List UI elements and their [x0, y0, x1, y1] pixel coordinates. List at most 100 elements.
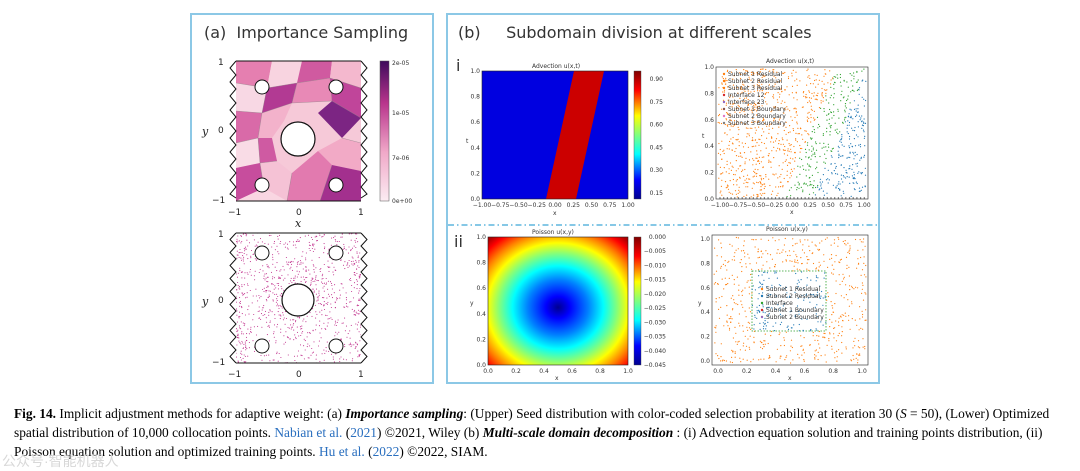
adv-cbar-ytick: 0.45: [650, 144, 664, 151]
collocation-point: [292, 319, 294, 321]
boundary-point: [863, 197, 865, 199]
collocation-point: [356, 251, 358, 253]
collocation-point: [276, 323, 279, 325]
training-point: [787, 181, 789, 183]
training-point: [824, 272, 826, 274]
training-point: [813, 92, 815, 94]
training-point: [764, 312, 766, 314]
training-point: [864, 174, 867, 176]
training-point: [822, 100, 824, 102]
training-point: [855, 163, 857, 165]
training-point: [848, 305, 850, 307]
poi-sol-xtick: 0.2: [511, 368, 521, 375]
collocation-point: [343, 243, 345, 245]
collocation-point: [295, 338, 297, 340]
training-point: [809, 184, 811, 186]
collocation-point: [258, 306, 260, 308]
training-point: [826, 299, 828, 301]
training-point: [729, 129, 731, 131]
training-point: [743, 109, 745, 111]
collocation-point: [262, 307, 264, 309]
training-point: [801, 345, 803, 347]
collocation-point: [241, 353, 243, 355]
training-point: [792, 69, 794, 71]
training-point: [721, 179, 723, 181]
training-point: [770, 136, 773, 138]
training-point: [816, 74, 818, 76]
training-point: [856, 182, 858, 185]
training-point: [809, 77, 811, 79]
training-point: [834, 82, 836, 84]
training-point: [861, 269, 864, 271]
training-point: [782, 249, 784, 251]
ref-hu-year[interactable]: 2022: [372, 444, 400, 460]
legend-marker: [760, 294, 764, 298]
collocation-point: [246, 254, 248, 256]
collocation-point: [289, 338, 291, 340]
training-point: [863, 156, 865, 158]
training-point: [744, 335, 746, 337]
collocation-point: [247, 245, 249, 247]
training-point: [859, 119, 861, 121]
training-point: [751, 304, 753, 306]
collocation-point: [306, 336, 308, 338]
ref-nabian[interactable]: Nabian et al.: [274, 425, 343, 441]
adv-pts-ytick: 0.2: [704, 170, 714, 177]
collocation-point: [284, 277, 286, 279]
collocation-point: [347, 262, 349, 264]
training-point: [798, 187, 800, 189]
training-point: [820, 183, 822, 185]
collocation-point: [248, 242, 251, 244]
training-point: [761, 256, 763, 258]
collocation-point: [345, 292, 347, 294]
collocation-point: [275, 342, 277, 344]
collocation-point: [323, 282, 326, 284]
collocation-point: [353, 245, 355, 247]
poi-cbar-ytick: −0.020: [644, 291, 666, 298]
training-point: [764, 343, 766, 345]
collocation-point: [360, 324, 361, 326]
training-point: [860, 189, 862, 191]
watermark: 公众号·智能机器人: [2, 453, 119, 469]
training-point: [783, 244, 785, 246]
ref-hu[interactable]: Hu et al.: [319, 444, 365, 460]
training-point: [811, 241, 813, 243]
training-point: [780, 186, 782, 188]
training-point: [764, 123, 766, 125]
training-point: [861, 127, 863, 129]
collocation-point: [265, 317, 267, 319]
collocation-point: [236, 356, 237, 358]
training-point: [815, 355, 817, 357]
training-point: [790, 116, 792, 118]
training-point: [862, 338, 864, 340]
collocation-point: [297, 273, 299, 275]
training-point: [762, 166, 764, 169]
training-point: [862, 241, 864, 243]
collocation-point: [250, 249, 253, 252]
collocation-point: [303, 338, 305, 340]
training-point: [754, 102, 756, 105]
collocation-point: [308, 247, 310, 250]
training-point: [814, 357, 816, 359]
training-point: [814, 156, 816, 158]
training-point: [838, 157, 840, 159]
collocation-point: [316, 279, 318, 281]
collocation-point: [356, 328, 358, 330]
collocation-point: [306, 276, 308, 279]
training-point: [720, 360, 722, 362]
training-point: [754, 121, 756, 123]
collocation-point: [283, 269, 285, 271]
ref-nabian-year[interactable]: 2021: [350, 425, 377, 441]
collocation-point: [313, 265, 315, 267]
collocation-point: [238, 287, 240, 289]
collocation-point: [339, 358, 341, 360]
training-point: [830, 244, 832, 246]
training-point: [750, 196, 752, 198]
training-point: [835, 187, 837, 189]
training-point: [742, 325, 744, 327]
collocation-point: [239, 252, 241, 254]
training-point: [786, 154, 789, 156]
training-point: [818, 335, 820, 337]
training-point: [763, 346, 765, 348]
training-point: [842, 273, 844, 275]
